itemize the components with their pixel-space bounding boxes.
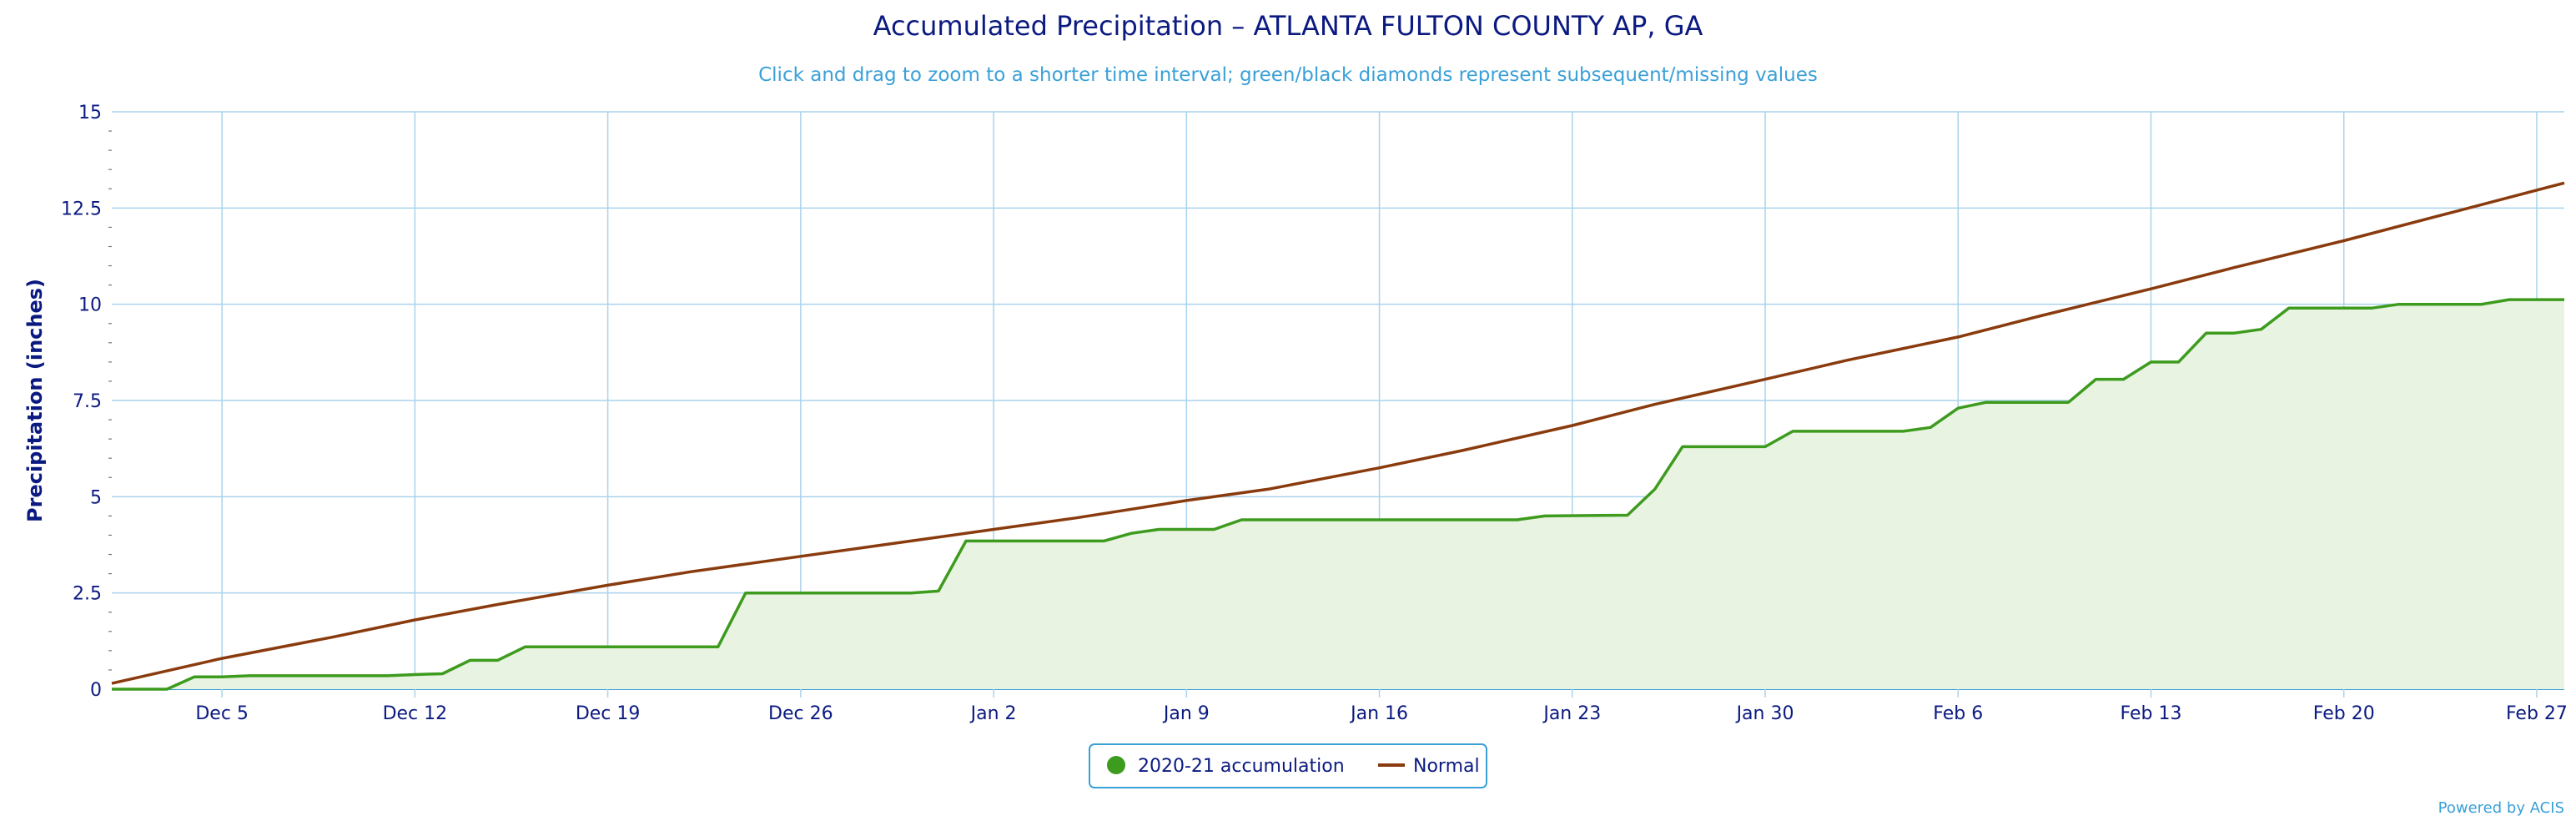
x-tick-label: Jan 9	[1162, 703, 1210, 724]
legend-green-dot-icon	[1107, 756, 1125, 774]
legend[interactable]: 2020-21 accumulation Normal	[1089, 743, 1487, 788]
y-tick-label: 15	[78, 103, 102, 123]
x-tick-label: Feb 6	[1933, 703, 1983, 724]
x-tick-label: Dec 26	[768, 703, 833, 724]
x-tick-label: Jan 16	[1349, 703, 1408, 724]
legend-label-normal: Normal	[1413, 756, 1480, 777]
legend-box	[1089, 743, 1487, 788]
x-tick-label: Dec 19	[576, 703, 641, 724]
normal-line[interactable]	[111, 181, 2565, 685]
legend-label-accumulation: 2020-21 accumulation	[1138, 756, 1345, 777]
series-lines	[111, 181, 2565, 691]
y-axis-label: Precipitation (inches)	[23, 279, 47, 522]
chart-subtitle: Click and drag to zoom to a shorter time…	[758, 64, 1818, 86]
legend-item-normal[interactable]: Normal	[1378, 756, 1480, 777]
y-tick-label: 7.5	[73, 391, 102, 412]
accumulation-line[interactable]	[112, 298, 2564, 691]
legend-item-accumulation[interactable]: 2020-21 accumulation	[1107, 756, 1345, 777]
x-tick-label: Feb 13	[2121, 703, 2182, 724]
x-tick-label: Dec 12	[383, 703, 448, 724]
y-minor-ticks	[108, 130, 112, 671]
y-tick-label: 12.5	[61, 199, 102, 219]
x-tick-label: Feb 20	[2313, 703, 2375, 724]
y-tick-label: 10	[78, 295, 102, 316]
x-tick-labels: Dec 5 Dec 12 Dec 19 Dec 26 Jan 2 Jan 9 Jan 16 J…	[195, 703, 2568, 724]
acis-credit-link[interactable]: Powered by ACIS	[2438, 799, 2564, 817]
accumulation-area-fill	[112, 300, 2564, 689]
x-tick-label: Dec 5	[195, 703, 249, 724]
accumulation-area	[112, 300, 2564, 689]
chart-title: Accumulated Precipitation – ATLANTA FULT…	[873, 10, 1703, 42]
x-tick-label: Jan 23	[1542, 703, 1601, 724]
x-tick-label: Jan 30	[1735, 703, 1794, 724]
y-tick-label: 0	[90, 680, 102, 701]
y-tick-label: 5	[90, 487, 102, 508]
x-tick-label: Feb 27	[2506, 703, 2568, 724]
x-tick-label: Jan 2	[969, 703, 1017, 724]
y-tick-label: 2.5	[73, 584, 102, 605]
y-tick-labels: 0 2.5 5 7.5 10 12.5 15	[61, 103, 102, 701]
